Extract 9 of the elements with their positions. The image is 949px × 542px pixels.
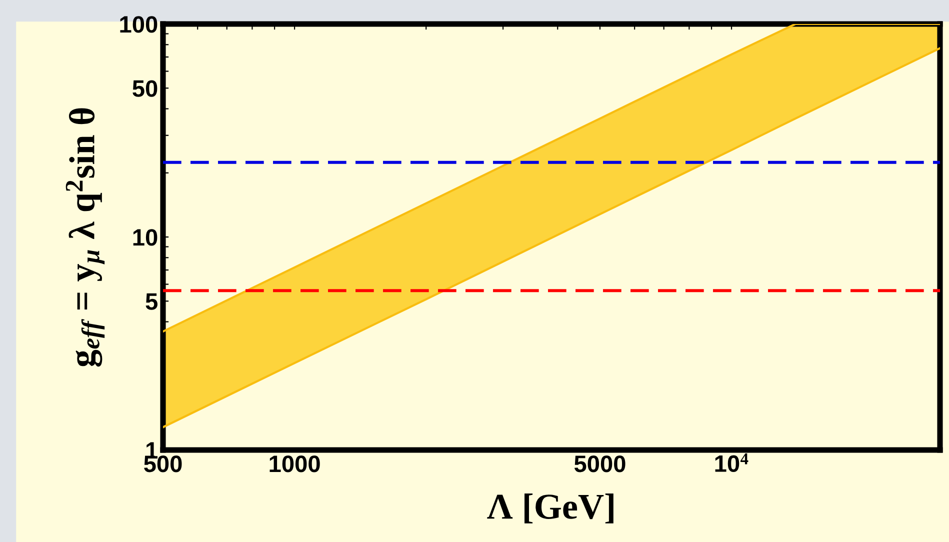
y-tick-label: 50 bbox=[132, 80, 158, 97]
x-tick-label: 10$^{4}$ bbox=[715, 453, 748, 472]
y-axis-title: g$_{eff}$ = y$_{μ}$ λ q$^{2}$sin θ bbox=[66, 108, 105, 367]
y-tick-label: 100 bbox=[120, 16, 158, 33]
x-tick-label: 5000 bbox=[574, 455, 626, 472]
x-tick-label: 1000 bbox=[270, 455, 320, 472]
y-tick-label: 10 bbox=[133, 229, 158, 246]
x-axis-title: Λ [GeV] bbox=[487, 494, 614, 524]
y-tick-label: 5 bbox=[146, 293, 158, 310]
